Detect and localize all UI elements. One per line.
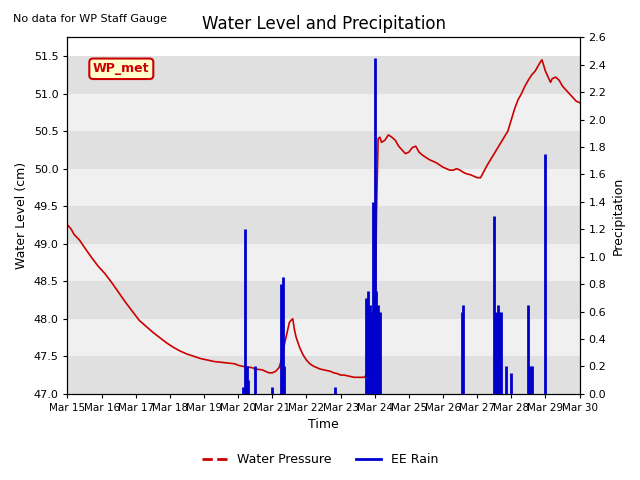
- Bar: [67, 94, 580, 131]
- Legend: Water Pressure, EE Rain: Water Pressure, EE Rain: [196, 448, 444, 471]
- Bar: [67, 131, 580, 168]
- Y-axis label: Precipitation: Precipitation: [612, 177, 625, 255]
- Title: Water Level and Precipitation: Water Level and Precipitation: [202, 15, 445, 33]
- Bar: [67, 168, 580, 206]
- Bar: [67, 319, 580, 356]
- Bar: [67, 56, 580, 94]
- Bar: [67, 206, 580, 244]
- Bar: [67, 281, 580, 319]
- Y-axis label: Water Level (cm): Water Level (cm): [15, 162, 28, 269]
- Bar: [67, 244, 580, 281]
- X-axis label: Time: Time: [308, 419, 339, 432]
- Text: No data for WP Staff Gauge: No data for WP Staff Gauge: [13, 14, 167, 24]
- Text: WP_met: WP_met: [93, 62, 150, 75]
- Bar: [67, 356, 580, 394]
